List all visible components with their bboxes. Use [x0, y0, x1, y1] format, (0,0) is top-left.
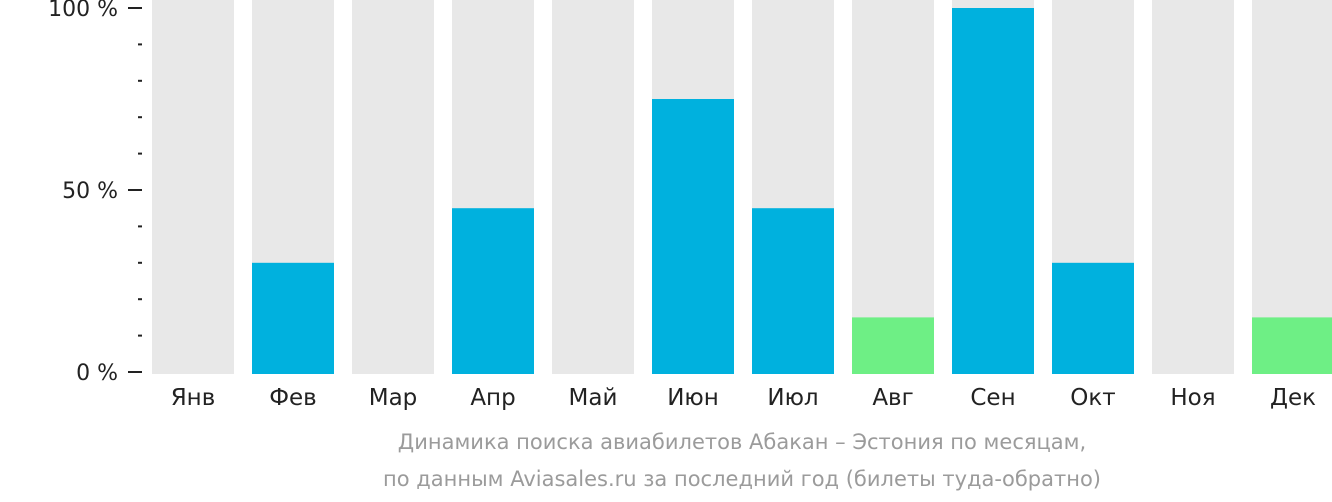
y-axis: 0 % 50 % 100 % [48, 0, 142, 386]
bar-background [552, 0, 634, 374]
bar-4[interactable] [452, 208, 534, 374]
bar-8[interactable] [852, 317, 934, 374]
bar-background [852, 0, 934, 374]
x-tick-label: Май [569, 385, 618, 411]
x-tick-label: Авг [872, 385, 913, 411]
x-tick-label: Янв [171, 385, 216, 411]
y-tick-label: 100 % [48, 0, 118, 22]
caption-line-2: по данным Aviasales.ru за последний год … [383, 467, 1101, 491]
x-tick-label: Июн [667, 385, 719, 411]
bar-background [1152, 0, 1234, 374]
bar-background [152, 0, 234, 374]
x-tick-label: Сен [970, 385, 1015, 411]
x-tick-label: Фев [269, 385, 317, 411]
caption-line-1: Динамика поиска авиабилетов Абакан – Эст… [397, 430, 1087, 454]
bar-2[interactable] [252, 262, 334, 374]
bar-background [1252, 0, 1332, 374]
bar-background [352, 0, 434, 374]
bar-10[interactable] [1052, 262, 1134, 374]
bar-9[interactable] [952, 8, 1034, 374]
x-tick-label: Окт [1070, 385, 1115, 411]
y-tick-label: 50 % [62, 179, 118, 204]
x-tick-label: Мар [369, 385, 418, 411]
bar-7[interactable] [752, 208, 834, 374]
bars [252, 8, 1332, 374]
x-tick-label: Июл [767, 385, 818, 411]
bar-12[interactable] [1252, 317, 1332, 374]
x-tick-label: Апр [470, 385, 515, 411]
x-tick-label: Ноя [1170, 385, 1215, 411]
x-tick-label: Дек [1270, 385, 1316, 411]
bar-6[interactable] [652, 99, 734, 374]
y-tick-label: 0 % [76, 361, 118, 386]
x-axis: Янв Фев Мар Апр Май Июн Июл Авг Сен Окт Ноя Дек [171, 385, 1316, 411]
